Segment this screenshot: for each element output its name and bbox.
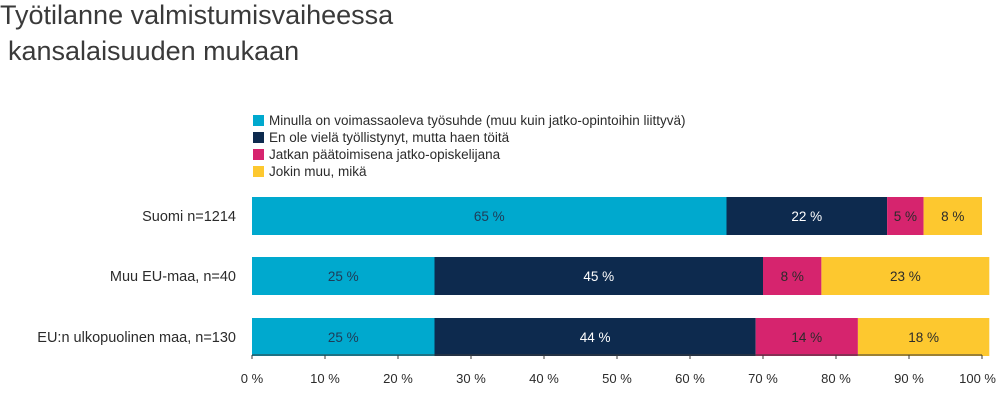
bar-segment: [887, 197, 924, 235]
bar-segment: [252, 257, 435, 295]
legend-swatch: [253, 166, 264, 177]
x-tick-label: 10 %: [310, 371, 340, 386]
x-tick-label: 20 %: [383, 371, 413, 386]
legend-swatch: [253, 115, 264, 126]
category-label: Suomi n=1214: [142, 209, 236, 225]
x-tick-label: 0 %: [241, 371, 264, 386]
data-label: 45 %: [583, 269, 614, 284]
bar-segment: [726, 197, 888, 235]
data-label: 23 %: [890, 269, 921, 284]
x-tick-label: 40 %: [529, 371, 559, 386]
chart-title-line-1: Työtilanne valmistumisvaiheessa: [0, 0, 394, 30]
legend-label: En ole vielä työllistynyt, mutta haen tö…: [269, 130, 510, 145]
legend-label: Jokin muu, mikä: [269, 164, 367, 179]
legend-label: Jatkan päätoimisena jatko-opiskelijana: [269, 147, 501, 162]
data-label: 25 %: [328, 330, 359, 345]
category-label: Muu EU-maa, n=40: [110, 269, 236, 285]
bar-segment: [923, 197, 982, 235]
x-tick-label: 90 %: [894, 371, 924, 386]
legend-label: Minulla on voimassaoleva työsuhde (muu k…: [269, 113, 686, 128]
chart-title-line-2: kansalaisuuden mukaan: [8, 36, 300, 66]
bar-segment: [252, 318, 435, 356]
legend-swatch: [253, 132, 264, 143]
x-tick-label: 60 %: [675, 371, 705, 386]
category-label: EU:n ulkopuolinen maa, n=130: [37, 330, 236, 346]
x-tick-label: 30 %: [456, 371, 486, 386]
bar-segment: [252, 197, 727, 235]
legend-swatch: [253, 149, 264, 160]
legend-item: En ole vielä työllistynyt, mutta haen tö…: [253, 129, 685, 146]
data-label: 8 %: [781, 269, 804, 284]
data-label: 5 %: [894, 209, 917, 224]
bar-segment: [755, 318, 858, 356]
bar-segment: [434, 257, 763, 295]
legend-item: Jatkan päätoimisena jatko-opiskelijana: [253, 146, 685, 163]
data-label: 8 %: [941, 209, 964, 224]
x-tick-label: 70 %: [748, 371, 778, 386]
data-label: 22 %: [791, 209, 822, 224]
data-label: 14 %: [791, 330, 822, 345]
bar-segment: [857, 318, 990, 356]
legend-item: Jokin muu, mikä: [253, 163, 685, 180]
data-label: 44 %: [580, 330, 611, 345]
x-tick-label: 100 %: [959, 371, 996, 386]
data-label: 18 %: [908, 330, 939, 345]
x-tick-label: 50 %: [602, 371, 632, 386]
bar-segment: [434, 318, 756, 356]
data-label: 65 %: [474, 209, 505, 224]
bar-segment: [763, 257, 822, 295]
legend-item: Minulla on voimassaoleva työsuhde (muu k…: [253, 112, 685, 129]
data-label: 25 %: [328, 269, 359, 284]
x-tick-label: 80 %: [821, 371, 851, 386]
bar-segment: [821, 257, 990, 295]
chart-legend: Minulla on voimassaoleva työsuhde (muu k…: [253, 112, 685, 180]
